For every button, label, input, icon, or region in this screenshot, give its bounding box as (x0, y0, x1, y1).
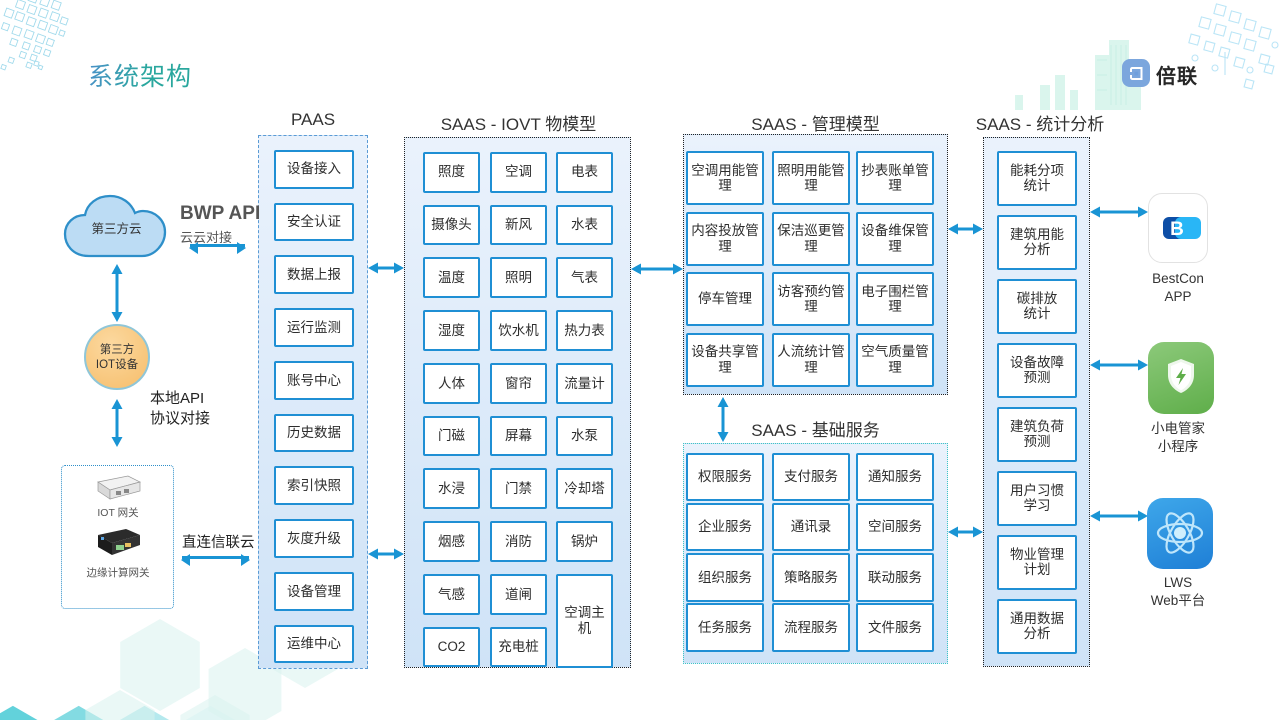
svg-text:B: B (1170, 219, 1184, 240)
